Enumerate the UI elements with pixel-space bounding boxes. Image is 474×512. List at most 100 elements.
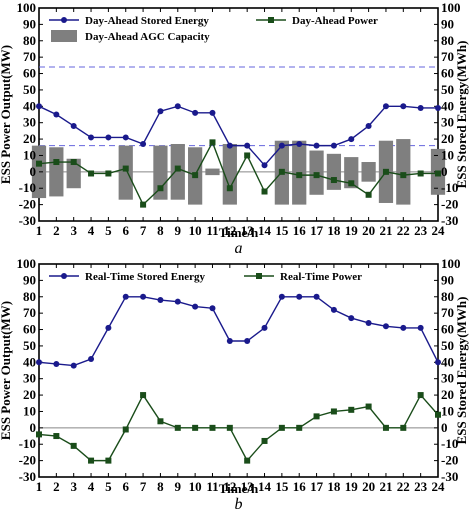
power-point <box>122 165 129 172</box>
legend-label: Real-Time Stored Energy <box>85 271 205 283</box>
x-tick-label: 11 <box>206 479 218 494</box>
power-point <box>174 424 181 431</box>
power-point <box>157 418 164 425</box>
power-point <box>174 165 181 172</box>
x-tick-label: 3 <box>70 479 77 494</box>
x-tick-label: 15 <box>275 223 289 238</box>
y-tick-label-right: 60 <box>441 322 454 337</box>
x-tick-label: 18 <box>327 479 341 494</box>
y-tick-label-left: -20 <box>19 453 36 468</box>
power-point <box>417 392 424 399</box>
power-point <box>53 433 60 440</box>
agc-bar <box>326 153 342 190</box>
y-tick-label-left: 50 <box>23 82 36 97</box>
power-point <box>313 172 320 179</box>
x-tick-label: 20 <box>362 223 375 238</box>
power-point <box>261 437 268 444</box>
energy-point <box>313 142 320 149</box>
legend-label: Real-Time Power <box>280 271 362 283</box>
power-point <box>209 424 216 431</box>
y-tick-label-right: -20 <box>441 197 458 212</box>
energy-point <box>330 306 337 313</box>
energy-point <box>435 104 441 111</box>
x-tick-label: 8 <box>157 223 164 238</box>
y-tick-label-left: 70 <box>23 49 36 64</box>
legend-power-marker <box>256 273 262 279</box>
energy-point <box>36 359 42 366</box>
y-tick-label-left: 30 <box>23 371 36 386</box>
x-tick-label: 6 <box>122 479 129 494</box>
energy-point <box>105 134 112 141</box>
y-tick-label-right: -30 <box>441 213 458 228</box>
power-point <box>261 188 268 195</box>
y-axis-title-left: ESS Power Output(MW) <box>0 301 13 440</box>
power-point <box>435 170 441 177</box>
energy-point <box>261 162 268 169</box>
y-tick-label-left: 20 <box>23 131 36 146</box>
agc-bar <box>118 145 133 200</box>
x-tick-label: 22 <box>397 479 410 494</box>
energy-point <box>192 303 199 310</box>
x-tick-label: 3 <box>70 223 77 238</box>
energy-point <box>88 134 95 141</box>
y-tick-label-right: 50 <box>441 338 454 353</box>
power-point <box>296 424 303 431</box>
x-tick-label: 7 <box>140 223 147 238</box>
y-tick-label-right: 30 <box>441 371 454 386</box>
y-tick-label-left: 30 <box>23 115 36 130</box>
y-tick-label-left: 40 <box>23 98 36 113</box>
agc-bar <box>170 143 185 200</box>
agc-bar <box>66 158 81 189</box>
y-tick-label-right: -10 <box>441 180 458 195</box>
y-tick-label-right: -20 <box>441 453 458 468</box>
power-point <box>382 424 389 431</box>
power-point <box>226 185 233 192</box>
y-tick-label-right: 20 <box>441 131 454 146</box>
energy-point <box>365 122 372 129</box>
y-tick-label-left: 20 <box>23 387 36 402</box>
power-point <box>140 392 147 399</box>
legend-label: Day-Ahead Power <box>292 15 378 27</box>
agc-bar <box>153 145 168 200</box>
y-tick-label-left: 100 <box>17 0 37 15</box>
energy-point <box>244 142 251 149</box>
y-tick-label-right: -30 <box>441 469 458 484</box>
legend-agc-swatch <box>51 30 77 42</box>
x-tick-label: 24 <box>432 223 446 238</box>
y-axis-title-right: ESS Stored Energy(MWh) <box>454 297 469 445</box>
energy-point <box>70 362 77 369</box>
y-tick-label-right: 70 <box>441 49 454 64</box>
energy-point <box>382 103 389 110</box>
power-point <box>209 139 216 146</box>
y-tick-label-right: 40 <box>441 98 454 113</box>
x-tick-label: 14 <box>258 479 272 494</box>
x-tick-label: 24 <box>432 479 446 494</box>
x-tick-label: 19 <box>345 479 359 494</box>
x-tick-label: 8 <box>157 479 164 494</box>
y-tick-label-right: 80 <box>441 289 454 304</box>
x-axis-title: Time/h <box>219 481 259 496</box>
y-tick-label-right: 40 <box>441 354 454 369</box>
power-point <box>53 159 60 166</box>
y-tick-label-left: 80 <box>23 33 36 48</box>
y-tick-label-right: 20 <box>441 387 454 402</box>
y-tick-label-right: 80 <box>441 33 454 48</box>
x-tick-label: 20 <box>362 479 375 494</box>
x-tick-label: 13 <box>241 223 255 238</box>
x-tick-label: 1 <box>36 223 43 238</box>
y-tick-label-left: 80 <box>23 289 36 304</box>
legend-power-marker <box>268 17 274 23</box>
power-point <box>192 172 199 179</box>
x-tick-label: 5 <box>105 479 112 494</box>
energy-point <box>174 103 181 110</box>
y-tick-label-left: 0 <box>30 164 37 179</box>
x-tick-label: 7 <box>140 479 147 494</box>
y-tick-label-left: -10 <box>19 180 36 195</box>
x-tick-label: 17 <box>310 223 324 238</box>
agc-bar <box>361 162 376 182</box>
power-point <box>36 160 42 167</box>
x-tick-label: 4 <box>88 223 95 238</box>
y-tick-label-left: 40 <box>23 354 36 369</box>
energy-point <box>400 103 407 110</box>
x-tick-label: 16 <box>293 479 307 494</box>
